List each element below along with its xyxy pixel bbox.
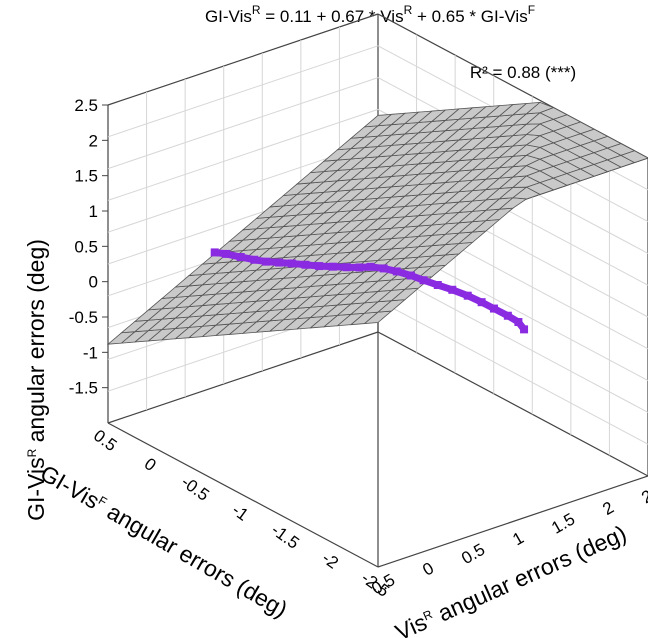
- trajectory-point: [366, 262, 375, 271]
- y-tick-label: 0: [141, 454, 160, 475]
- box-edge: [377, 331, 648, 477]
- trajectory-point: [379, 264, 388, 273]
- trajectory-point: [250, 255, 259, 264]
- data-trajectory: [210, 248, 529, 334]
- trajectory-point: [275, 258, 283, 267]
- y-tick-label: 0.5: [90, 426, 120, 455]
- trajectory-point: [503, 311, 512, 320]
- y-tick-label: -1.5: [268, 520, 303, 553]
- z-tick-label: 2.5: [74, 96, 98, 115]
- surface-cell: [619, 150, 648, 163]
- x-tick-label: 1: [509, 528, 527, 549]
- box-edge: [377, 475, 648, 568]
- trajectory-point: [315, 262, 324, 271]
- chart-title: GI-VisR = 0.11 + 0.67 * VisR + 0.65 * GI…: [205, 3, 535, 26]
- regression-plane: [106, 101, 648, 345]
- trajectory-point: [236, 253, 245, 262]
- z-tick-label: 1: [89, 202, 98, 221]
- trajectory-point: [328, 262, 337, 271]
- y-tick-label: -0.5: [178, 472, 213, 505]
- trajectory-point: [514, 318, 523, 327]
- z-tick-label: 0.5: [74, 237, 98, 256]
- x-tick-label: 0.5: [458, 540, 488, 568]
- trajectory-point: [520, 325, 529, 334]
- z-tick-label: 2: [89, 131, 98, 150]
- trajectory-point: [463, 291, 472, 300]
- z-axis-label: GI-VisR angular errors (deg): [23, 239, 49, 521]
- z-tick-label: -1.5: [69, 379, 98, 398]
- box-edge: [107, 422, 379, 568]
- trajectory-point: [406, 271, 415, 280]
- r-squared-annotation: R² = 0.88 (***): [470, 63, 576, 82]
- trajectory-point: [392, 267, 401, 276]
- y-tick-label: -1: [229, 500, 252, 524]
- trajectory-point: [489, 304, 498, 313]
- grid-line: [107, 45, 379, 138]
- x-tick-label: 2: [599, 498, 617, 519]
- box-edge: [107, 331, 379, 424]
- z-tick-label: 1.5: [74, 167, 98, 186]
- y-tick-label: -2: [319, 548, 342, 572]
- y-axis-label: GI-VisF angular errors (deg): [36, 460, 292, 623]
- trajectory-point: [287, 259, 296, 268]
- z-axis-ticks: 2.5 2 1.5 1 0.5 0 -0.5 -1 -1.5: [69, 96, 108, 398]
- grid-line: [377, 267, 648, 413]
- x-tick-label: 1.5: [548, 509, 578, 537]
- trajectory-point: [301, 260, 310, 269]
- trajectory-point: [210, 248, 219, 257]
- z-tick-label: 0: [89, 273, 98, 292]
- x-axis-label: VisR angular errors (deg): [391, 520, 630, 638]
- trajectory-point: [222, 249, 231, 258]
- trajectory-point: [342, 263, 351, 272]
- x-tick-label: 2.5: [638, 479, 648, 507]
- trajectory-point: [448, 285, 457, 294]
- trajectory-point: [477, 298, 486, 307]
- trajectory-point: [355, 263, 364, 272]
- box-edge: [107, 13, 379, 106]
- z-tick-label: -0.5: [69, 308, 98, 327]
- trajectory-point: [419, 276, 428, 285]
- grid-line: [377, 299, 648, 445]
- trajectory-point: [262, 257, 271, 266]
- grid-line: [107, 77, 379, 170]
- grid-line: [107, 108, 379, 201]
- x-tick-label: 0: [419, 558, 437, 579]
- trajectory-point: [433, 281, 442, 290]
- z-tick-label: -1: [83, 343, 98, 362]
